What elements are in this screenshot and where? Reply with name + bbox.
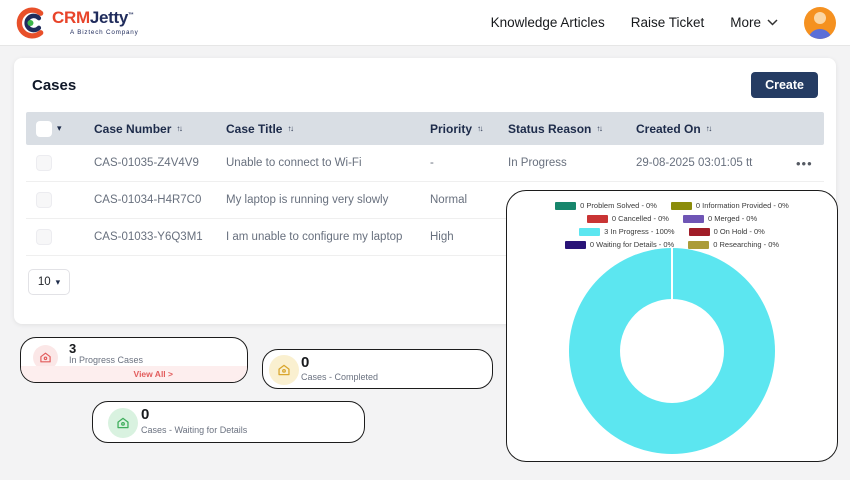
select-all-checkbox[interactable] — [36, 120, 52, 137]
cell-priority: High — [430, 231, 454, 243]
legend-swatch — [688, 227, 710, 236]
sort-icon: ↑↓ — [477, 124, 484, 133]
case-status-chart-panel[interactable]: 0 Problem Solved - 0% 0 Information Prov… — [506, 190, 838, 462]
chevron-down-icon — [767, 19, 778, 26]
legend-swatch — [579, 227, 601, 236]
row-actions-menu[interactable]: ••• — [796, 155, 813, 171]
column-header-case-number[interactable]: Case Number ↑↓ — [94, 121, 183, 136]
cell-priority: - — [430, 157, 434, 169]
stat-card-in-progress[interactable]: 3 In Progress Cases View All > — [20, 337, 248, 383]
brand-logo[interactable]: CRMJetty™ A Biztech Company — [14, 6, 139, 39]
legend-swatch — [670, 201, 692, 210]
donut-slice-seam — [671, 248, 673, 300]
stat-card-waiting-for-details[interactable]: 0 Cases - Waiting for Details — [92, 401, 365, 443]
nav-links: Knowledge Articles Raise Ticket More — [490, 6, 836, 39]
view-all-link[interactable]: View All > — [133, 369, 173, 379]
legend-item: 0 Cancelled - 0% — [586, 214, 669, 223]
sort-icon: ↑↓ — [176, 124, 183, 133]
legend-item: 0 Waiting for Details - 0% — [564, 240, 674, 249]
cell-priority: Normal — [430, 194, 468, 206]
brand-tagline: A Biztech Company — [70, 28, 139, 36]
chart-legend: 0 Problem Solved - 0% 0 Information Prov… — [507, 201, 837, 249]
home-icon — [33, 345, 58, 370]
cell-status-reason: In Progress — [508, 157, 567, 169]
stat-count: 0 — [141, 406, 150, 423]
cell-case-number: CAS-01035-Z4V4V9 — [94, 157, 199, 169]
cell-created-on: 29-08-2025 03:01:05 tt — [636, 157, 753, 169]
cell-case-number: CAS-01033-Y6Q3M1 — [94, 231, 203, 243]
brand-logo-icon — [14, 6, 46, 39]
sort-icon: ↑↓ — [596, 124, 603, 133]
cell-case-title: Unable to connect to Wi-Fi — [226, 157, 362, 169]
donut-hole — [620, 299, 724, 403]
legend-swatch — [688, 240, 710, 249]
column-header-priority[interactable]: Priority ↑↓ — [430, 121, 484, 136]
donut-ring — [569, 248, 775, 454]
legend-item: 0 Problem Solved - 0% — [555, 201, 657, 210]
column-header-created-on[interactable]: Created On ↑↓ — [636, 121, 713, 136]
top-navbar: CRMJetty™ A Biztech Company Knowledge Ar… — [0, 0, 850, 46]
table-row[interactable]: CAS-01035-Z4V4V9 Unable to connect to Wi… — [26, 145, 824, 182]
legend-swatch — [564, 240, 586, 249]
legend-item: 0 Merged - 0% — [682, 214, 757, 223]
legend-item: 3 In Progress - 100% — [579, 227, 675, 236]
brand-name: CRMJetty™ — [52, 7, 134, 27]
select-menu-caret-icon[interactable]: ▾ — [57, 123, 62, 133]
page-title: Cases — [32, 76, 77, 94]
page-size-select[interactable]: 10 ▾ — [28, 269, 70, 295]
cell-case-number: CAS-01034-H4R7C0 — [94, 194, 202, 206]
stat-card-completed[interactable]: 0 Cases - Completed — [262, 349, 493, 389]
table-row[interactable]: CAS-01034-H4R7C0 My laptop is running ve… — [26, 182, 824, 219]
create-button[interactable]: Create — [751, 72, 818, 98]
trademark-symbol: ™ — [128, 12, 134, 19]
legend-item: 0 Researching - 0% — [688, 240, 779, 249]
table-header: ▾ Case Number ↑↓ Case Title ↑↓ Priority ↑↓ … — [26, 112, 824, 145]
row-checkbox[interactable] — [36, 155, 52, 171]
sort-icon: ↑↓ — [287, 124, 294, 133]
legend-swatch — [682, 214, 704, 223]
legend-item: 0 Information Provided - 0% — [670, 201, 789, 210]
stat-label: In Progress Cases — [69, 355, 144, 365]
row-checkbox[interactable] — [36, 229, 52, 245]
nav-raise-ticket[interactable]: Raise Ticket — [630, 15, 705, 30]
stat-label: Cases - Waiting for Details — [141, 425, 248, 435]
nav-more[interactable]: More — [730, 15, 778, 30]
stat-count: 0 — [301, 354, 310, 371]
cell-case-title: I am unable to configure my laptop — [226, 231, 403, 243]
home-icon — [269, 355, 299, 385]
sort-icon: ↑↓ — [705, 124, 713, 133]
caret-down-icon: ▾ — [55, 276, 61, 287]
card-footer-strip: View All > — [21, 366, 247, 382]
row-checkbox[interactable] — [36, 192, 52, 208]
legend-item: 0 On Hold - 0% — [688, 227, 765, 236]
legend-swatch — [555, 201, 577, 210]
legend-swatch — [586, 214, 608, 223]
column-header-case-title[interactable]: Case Title ↑↓ — [226, 121, 294, 136]
cell-case-title: My laptop is running very slowly — [226, 194, 389, 206]
stat-count: 3 — [69, 341, 77, 356]
column-header-status-reason[interactable]: Status Reason ↑↓ — [508, 121, 603, 136]
nav-knowledge-articles[interactable]: Knowledge Articles — [490, 15, 605, 30]
stat-label: Cases - Completed — [301, 372, 379, 382]
avatar[interactable] — [804, 6, 836, 39]
home-icon — [108, 408, 138, 438]
